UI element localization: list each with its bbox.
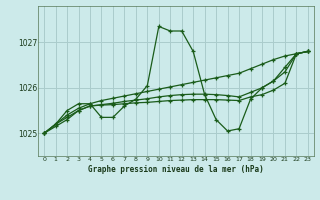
X-axis label: Graphe pression niveau de la mer (hPa): Graphe pression niveau de la mer (hPa) [88, 165, 264, 174]
